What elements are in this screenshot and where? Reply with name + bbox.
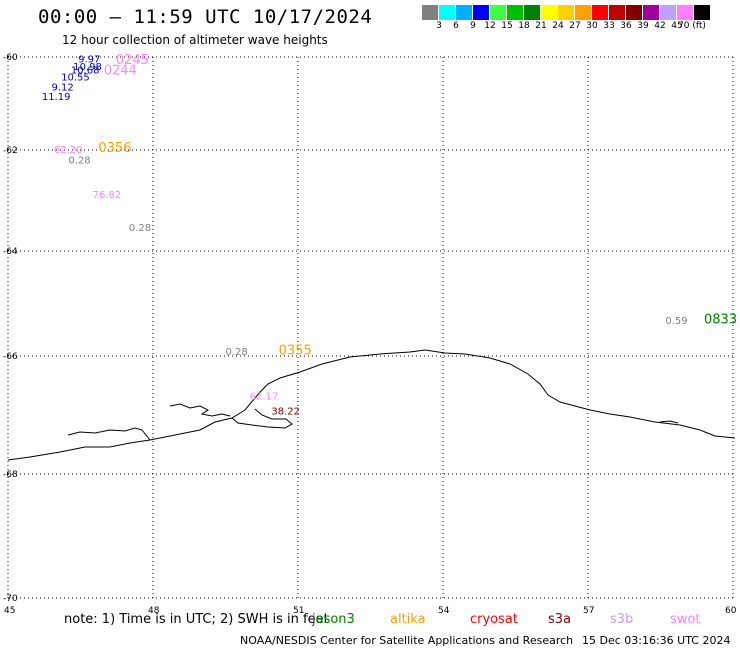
coastline-bay — [231, 408, 293, 429]
colorbar-tick-label: 9 — [470, 21, 476, 31]
colorbar-tick-label: 27 — [569, 21, 581, 31]
colorbar-swatch — [541, 5, 558, 20]
wave-height-label: 9.97 — [78, 55, 100, 66]
satellite-legend-altika: altika — [390, 612, 426, 627]
latitude-tick-label: -66 — [3, 352, 18, 362]
coastline-islet — [659, 420, 679, 424]
colorbar-tick-label: 18 — [518, 21, 530, 31]
colorbar-swatch — [592, 5, 609, 20]
colorbar-tick-label: 3 — [436, 21, 442, 31]
colorbar-swatch — [473, 5, 490, 20]
latitude-tick-label: -60 — [3, 53, 18, 63]
map-gridlines — [7, 56, 734, 600]
wave-height-label: 0.28 — [226, 347, 248, 358]
pass-time-label: 0244 — [104, 64, 137, 79]
colorbar-tick-label: 30 — [586, 21, 598, 31]
longitude-tick-label: 54 — [438, 606, 450, 616]
footer-credit: NOAA/NESDIS Center for Satellite Applica… — [240, 634, 574, 647]
wave-height-points: 9.9710.9810.559.1211.1910.6862.200.2876.… — [42, 55, 688, 418]
colorbar-tick-label: 21 — [535, 21, 547, 31]
coastline-inlet-west — [67, 427, 151, 441]
wave-height-label: 0.28 — [129, 223, 151, 234]
colorbar-swatch — [609, 5, 626, 20]
colorbar-swatch — [507, 5, 524, 20]
longitude-tick-label: 51 — [293, 606, 304, 616]
pass-time-label: 0245 — [116, 53, 149, 68]
colorbar-swatch — [643, 5, 660, 20]
satellite-legend-cryosat: cryosat — [470, 612, 518, 627]
colorbar-swatch — [456, 5, 473, 20]
colorbar-swatch — [575, 5, 592, 20]
map-subtitle: 12 hour collection of altimeter wave hei… — [62, 33, 328, 47]
pass-time-label: 0833 — [704, 312, 737, 327]
longitude-tick-label: 45 — [4, 606, 15, 616]
colorbar-swatch — [524, 5, 541, 20]
colorbar-tick-label: 42 — [654, 21, 666, 31]
satellite-legend-s3a: s3a — [548, 612, 572, 627]
coastline-inlet-mid — [169, 403, 231, 417]
latitude-tick-label: -70 — [3, 594, 18, 604]
colorbar-swatch — [422, 5, 439, 20]
colorbar-tick-label: 45 — [671, 21, 683, 31]
colorbar-tick-label: 33 — [603, 21, 615, 31]
colorbar-swatch — [626, 5, 643, 20]
latitude-tick-label: -62 — [3, 146, 18, 156]
wave-height-label: 38.22 — [271, 406, 300, 417]
pass-time-label: 0356 — [98, 141, 131, 156]
colorbar-swatch — [490, 5, 507, 20]
wave-height-label: 10.55 — [61, 72, 90, 83]
wave-height-label: 76.82 — [93, 190, 122, 201]
latitude-tick-label: -64 — [3, 247, 18, 257]
satellite-legend-jason3: jason3 — [312, 612, 355, 627]
wave-height-label: 62.20 — [54, 145, 83, 156]
satellite-legend-swot: swot — [670, 612, 701, 627]
wave-height-label: 9.12 — [52, 82, 74, 93]
colorbar-swatch — [439, 5, 456, 20]
colorbar-tick-label: 39 — [637, 21, 649, 31]
colorbar-swatch — [694, 5, 711, 20]
colorbar-tick-label: 15 — [501, 21, 513, 31]
footer-note: note: 1) Time is in UTC; 2) SWH is in fe… — [64, 612, 329, 627]
longitude-tick-label: 48 — [148, 606, 160, 616]
wave-height-label: 0.59 — [665, 316, 687, 327]
antarctic-coastline — [7, 349, 736, 461]
wave-height-label: 10.68 — [71, 66, 100, 77]
latitude-tick-label: -68 — [3, 470, 18, 480]
colorbar-swatch — [558, 5, 575, 20]
wave-height-label: 62.17 — [250, 392, 279, 403]
colorbar-tick-label: 24 — [552, 21, 564, 31]
wave-height-label: 0.28 — [68, 156, 90, 167]
satellite-legend-s3b: s3b — [610, 612, 634, 627]
longitude-tick-label: 60 — [725, 606, 737, 616]
colorbar-swatch — [660, 5, 677, 20]
colorbar-swatch — [677, 5, 694, 20]
wave-height-colorbar — [422, 5, 711, 20]
pass-time-label: 0355 — [279, 343, 312, 358]
axis-tick-labels: 45 48 51 54 57 60 -60 -62 -64 -66 -68 -70 — [3, 53, 737, 616]
colorbar-tick-label: 36 — [620, 21, 632, 31]
colorbar-tick-label: 70 (ft) — [678, 21, 706, 31]
footer-timestamp: 15 Dec 03:16:36 UTC 2024 — [582, 634, 731, 647]
wave-height-label: 11.19 — [42, 92, 71, 103]
colorbar-tick-label: 6 — [453, 21, 459, 31]
map-title: 00:00 – 11:59 UTC 10/17/2024 — [38, 6, 373, 28]
longitude-tick-label: 57 — [583, 606, 594, 616]
wave-height-label: 10.98 — [73, 62, 102, 73]
colorbar-tick-label: 12 — [484, 21, 496, 31]
